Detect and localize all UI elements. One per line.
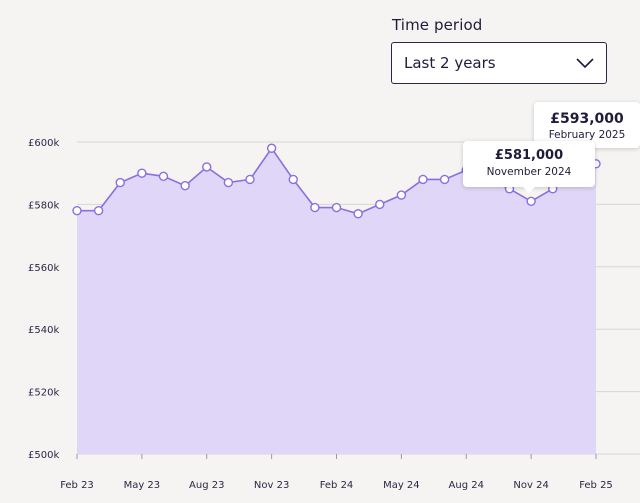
time-period-select[interactable]: Last 2 years (391, 42, 607, 84)
data-point (202, 162, 212, 172)
x-tick-label: Aug 24 (449, 480, 484, 491)
data-point (353, 209, 363, 219)
y-tick-label: £500k (28, 450, 59, 461)
data-point (526, 196, 536, 206)
data-point (93, 205, 104, 216)
data-point (439, 174, 450, 185)
x-tick-label: Feb 24 (320, 480, 354, 491)
data-point (375, 199, 385, 210)
x-tick-label: Nov 23 (254, 480, 289, 491)
tooltip-date: November 2024 (486, 166, 572, 178)
x-tick-label: Nov 24 (513, 480, 548, 491)
data-point (288, 174, 298, 185)
data-point (418, 174, 428, 185)
tooltip-value: £581,000 (494, 148, 564, 163)
y-tick-label: £560k (28, 263, 59, 274)
data-point (396, 190, 407, 200)
data-point (266, 143, 277, 153)
x-tick-label: May 23 (124, 480, 161, 491)
y-tick-label: £580k (28, 200, 59, 211)
data-point (72, 205, 82, 216)
data-point (158, 171, 169, 182)
tooltip-date: February 2025 (548, 129, 626, 141)
data-point (245, 174, 255, 185)
data-point (115, 177, 125, 188)
y-tick-label: £600k (28, 138, 59, 149)
x-tick-label: May 24 (383, 480, 420, 491)
x-tick-label: Feb 25 (579, 480, 613, 491)
area-fill (77, 148, 596, 455)
tooltip-pointer (522, 186, 536, 193)
x-tick-label: Feb 23 (60, 480, 94, 491)
time-period-value: Last 2 years (404, 54, 496, 72)
chevron-down-icon (576, 58, 594, 69)
y-tick-label: £540k (28, 325, 59, 336)
data-point (137, 168, 147, 178)
data-point (310, 202, 320, 213)
time-period-label: Time period (392, 16, 483, 34)
data-point (331, 202, 342, 213)
data-point (223, 177, 234, 188)
y-tick-label: £520k (28, 388, 59, 399)
tooltip-february-2025: £593,000 February 2025 (534, 102, 640, 148)
tooltip-november-2024: £581,000 November 2024 (463, 141, 595, 193)
x-tick-label: Aug 23 (189, 480, 224, 491)
tooltip-value: £593,000 (550, 111, 624, 127)
data-point (180, 180, 190, 191)
